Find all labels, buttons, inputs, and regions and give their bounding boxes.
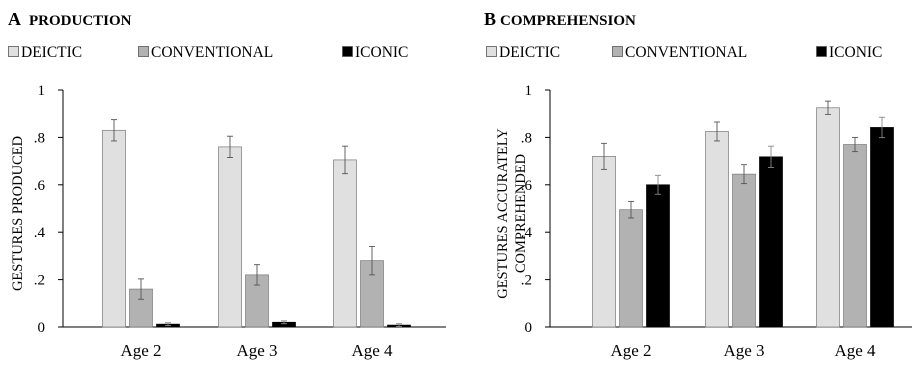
y-tick-label: .8 <box>521 130 532 146</box>
bar-deictic <box>816 107 840 328</box>
legend-label-conventional: CONVENTIONAL <box>151 44 273 61</box>
legend-swatch-conventional <box>612 46 623 57</box>
x-category-label: Age 3 <box>723 341 764 360</box>
panel-title-text: COMPREHENSION <box>500 13 636 29</box>
x-category-label: Age 4 <box>351 341 393 360</box>
legend-label-iconic: ICONIC <box>829 44 882 61</box>
legend-swatch-deictic <box>8 46 19 57</box>
bar-deictic <box>705 131 729 328</box>
y-tick-label: .2 <box>34 273 45 289</box>
bar-iconic <box>759 156 783 328</box>
y-tick-label: .8 <box>34 130 45 146</box>
y-tick-label: .6 <box>521 178 533 194</box>
legend-label-iconic: ICONIC <box>355 44 408 61</box>
panel-comprehension: B COMPREHENSION DEICTIC CONVENTIONAL ICONIC 0… <box>484 9 912 360</box>
bar-deictic <box>218 146 242 328</box>
y-axis-label: GESTURES ACCURATELY <box>495 128 511 299</box>
panel-production: A PRODUCTION DEICTIC CONVENTIONAL ICONIC 0 .2.… <box>8 9 446 360</box>
x-category-label: Age 2 <box>610 341 651 360</box>
legend-label-deictic: DEICTIC <box>21 44 82 61</box>
y-tick-label: .2 <box>521 273 532 289</box>
bar-conventional <box>843 144 867 328</box>
y-tick-label: 1 <box>38 83 46 99</box>
bar-iconic <box>870 127 894 328</box>
legend-swatch-iconic <box>342 46 353 57</box>
panel-title-letter: B <box>484 9 496 29</box>
bar-iconic <box>646 184 670 328</box>
bar-conventional <box>732 173 756 328</box>
x-category-label: Age 4 <box>834 341 876 360</box>
panel-title: B COMPREHENSION <box>484 9 636 29</box>
panel-title-text: PRODUCTION <box>29 13 132 29</box>
legend-label-deictic: DEICTIC <box>499 44 560 61</box>
y-tick-label: 0 <box>38 320 46 336</box>
y-tick-label: .6 <box>34 178 46 194</box>
y-tick-label: 1 <box>525 83 533 99</box>
y-axis-label: COMPREHENDED <box>513 154 529 273</box>
bar-deictic <box>333 159 357 328</box>
panel-title: A PRODUCTION <box>8 9 132 29</box>
legend-label-conventional: CONVENTIONAL <box>625 44 747 61</box>
legend-swatch-deictic <box>486 46 497 57</box>
x-category-label: Age 2 <box>120 341 161 360</box>
y-axis-label: GESTURES PRODUCED <box>10 136 26 291</box>
y-tick-label: .4 <box>34 225 46 241</box>
y-tick-label: 0 <box>525 320 533 336</box>
bar-conventional <box>619 209 643 328</box>
legend-swatch-conventional <box>138 46 149 57</box>
legend-swatch-iconic <box>816 46 827 57</box>
y-tick-label: .4 <box>521 225 533 241</box>
bar-deictic <box>102 129 126 328</box>
panel-title-letter: A <box>8 9 21 29</box>
x-category-label: Age 3 <box>236 341 277 360</box>
bar-deictic <box>592 156 616 328</box>
